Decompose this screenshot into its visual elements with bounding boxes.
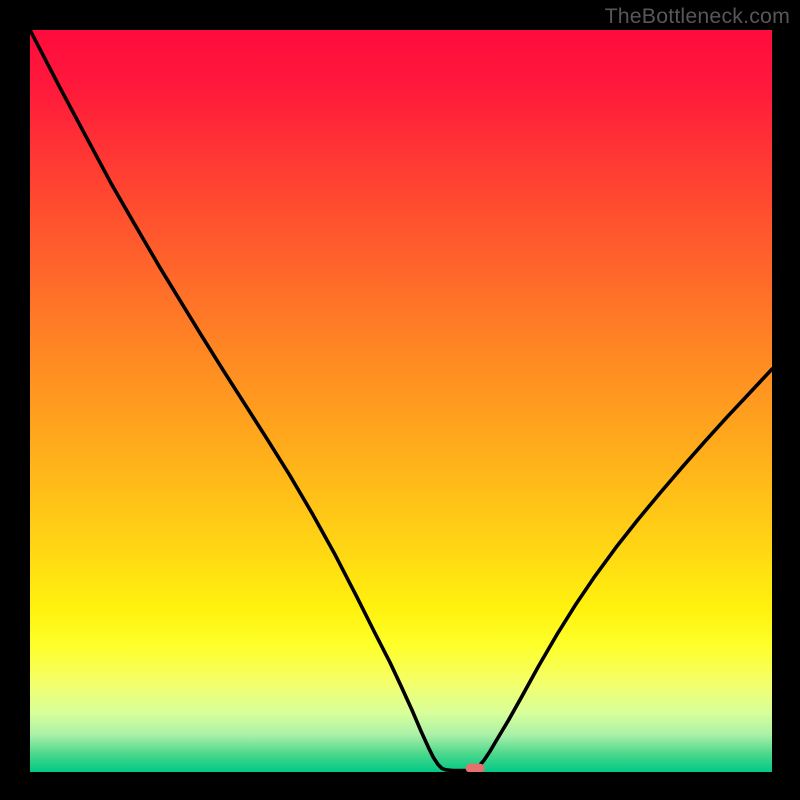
plot-area — [30, 30, 772, 772]
plot-svg — [30, 30, 772, 772]
optimum-marker — [466, 763, 485, 772]
gradient-background — [30, 30, 772, 772]
watermark-text: TheBottleneck.com — [605, 4, 790, 29]
chart-root: TheBottleneck.com — [0, 0, 800, 800]
